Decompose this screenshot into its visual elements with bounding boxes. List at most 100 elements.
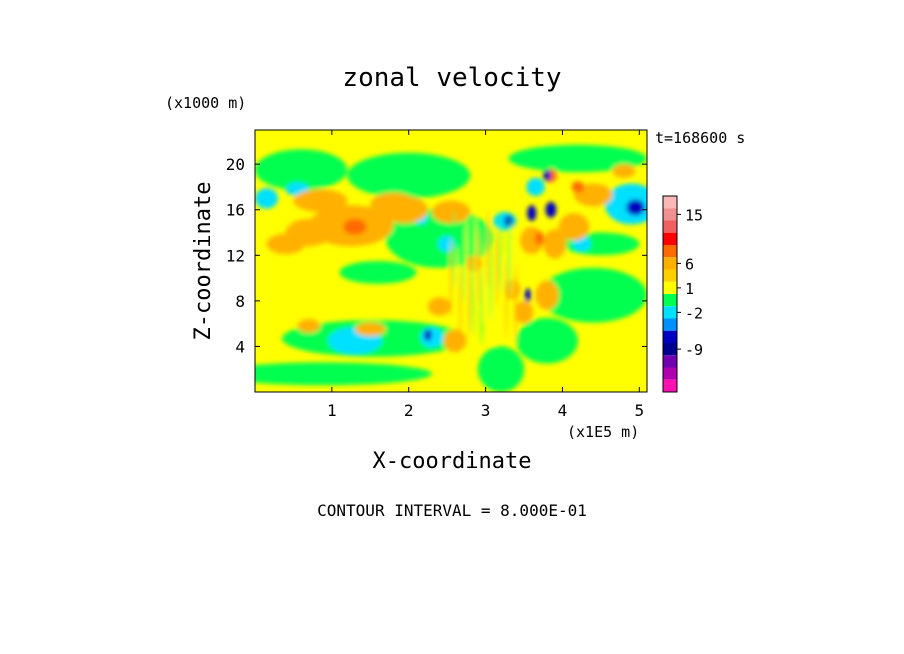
colorbar-segment (663, 355, 677, 368)
x-axis-unit: (x1E5 m) (567, 423, 639, 441)
field-contour-negative (255, 188, 279, 209)
colorbar-segment (663, 294, 677, 307)
colorbar-tick-label: 15 (685, 206, 703, 224)
field-contour-negative (437, 235, 457, 252)
field-contour-strong-positive (343, 218, 367, 235)
field-streak (505, 258, 508, 339)
colorbar-segment (663, 220, 677, 233)
x-axis: 1 2 3 4 5 (327, 130, 644, 420)
y-tick-label: 12 (226, 246, 245, 265)
field-contour-negative (526, 177, 545, 197)
colorbar-segment (663, 367, 677, 380)
field-streak (480, 265, 483, 346)
field-contours (255, 144, 647, 392)
field-streak (486, 209, 489, 290)
colorbar-segment (663, 306, 677, 319)
field-contour-strong-negative (527, 205, 537, 222)
field-contour-strong-positive (534, 231, 545, 246)
field-contour-slight-negative (516, 317, 578, 364)
x-axis-label: X-coordinate (373, 449, 532, 474)
field-contour-strong-negative (504, 215, 514, 227)
field-streak (471, 255, 474, 336)
field-contour-positive (514, 300, 534, 324)
contour-interval-note: CONTOUR INTERVAL = 8.000E-01 (317, 501, 587, 520)
colorbar-segment (663, 208, 677, 221)
field-contour-strong-positive (571, 181, 584, 193)
field-contour-positive (558, 213, 590, 241)
colorbar-segment (663, 343, 677, 356)
colorbar-segment (663, 269, 677, 282)
field-streak (483, 242, 486, 323)
chart-title: zonal velocity (342, 63, 561, 93)
plot-frame (254, 129, 648, 393)
y-axis-unit: (x1000 m) (165, 94, 246, 112)
field-contour-strong-negative (545, 201, 557, 218)
x-tick-label: 2 (404, 401, 414, 420)
field-streak (453, 209, 455, 290)
field-contour-slight-negative (508, 144, 647, 173)
colorbar-segment (663, 245, 677, 258)
field-streak (456, 245, 459, 326)
field-contour-positive (293, 189, 348, 213)
field-contour-positive (297, 319, 321, 333)
field-contour-positive (431, 200, 471, 224)
field-contour-positive (427, 297, 451, 316)
x-tick-label: 1 (327, 401, 337, 420)
colorbar-frame (662, 195, 678, 393)
field-contour-positive (573, 183, 613, 207)
field-contour-slight-negative (347, 152, 471, 199)
field-contour-positive (354, 322, 386, 337)
colorbar-segment (663, 257, 677, 270)
field-contour-positive (266, 233, 305, 255)
field-streak (514, 264, 517, 344)
colorbar-segment (663, 196, 677, 209)
colorbar: 15 6 1 -2 -9 (662, 195, 703, 393)
field-contour-strong-negative (524, 288, 531, 303)
field-streak (468, 258, 471, 338)
x-tick-label: 5 (634, 401, 644, 420)
field-streak (502, 254, 505, 335)
field-streak (465, 215, 468, 296)
colorbar-segment (663, 379, 677, 392)
field-contour-strong-negative (424, 329, 432, 341)
colorbar-tick-label: 6 (685, 255, 694, 273)
velocity-field (255, 130, 647, 392)
field-contour-positive (612, 164, 636, 178)
field-contour-strong-negative (626, 199, 645, 216)
colorbar-tick-label: -9 (685, 341, 703, 359)
field-contour-slight-negative (539, 267, 647, 323)
field-streak (508, 216, 511, 296)
field-streak (496, 227, 499, 308)
field-streak (450, 238, 452, 318)
y-tick-label: 4 (235, 337, 245, 356)
field-streak (511, 223, 514, 303)
x-tick-label: 3 (481, 401, 491, 420)
field-streak (459, 264, 462, 345)
colorbar-segment (663, 330, 677, 343)
field-contour-negative (420, 327, 444, 348)
field-contour-slight-negative (255, 362, 432, 386)
field-streak (477, 226, 480, 307)
field-streak (493, 265, 495, 346)
field-streak (474, 213, 477, 294)
field-contour-positive (443, 329, 467, 353)
colorbar-tick-label: 1 (685, 280, 694, 298)
colorbar-segment (663, 281, 677, 294)
y-tick-label: 16 (226, 201, 245, 220)
colorbar-segment (663, 232, 677, 245)
y-axis: 4 8 12 16 20 (226, 155, 647, 356)
colorbar-tick-label: -2 (685, 304, 703, 322)
x-tick-label: 4 (558, 401, 568, 420)
field-contour-slight-negative (339, 261, 417, 284)
y-axis-label: Z-coordinate (191, 182, 216, 341)
field-contour-positive (543, 229, 567, 259)
time-label: t=168600 s (655, 129, 745, 147)
y-tick-label: 20 (226, 155, 245, 174)
field-contour-slight-negative (255, 149, 348, 191)
field-contour-slight-negative (477, 346, 525, 392)
colorbar-segment (663, 318, 677, 331)
field-contour-strong-negative (543, 169, 551, 182)
field-contour-positive (535, 280, 559, 310)
y-tick-label: 8 (235, 292, 245, 311)
